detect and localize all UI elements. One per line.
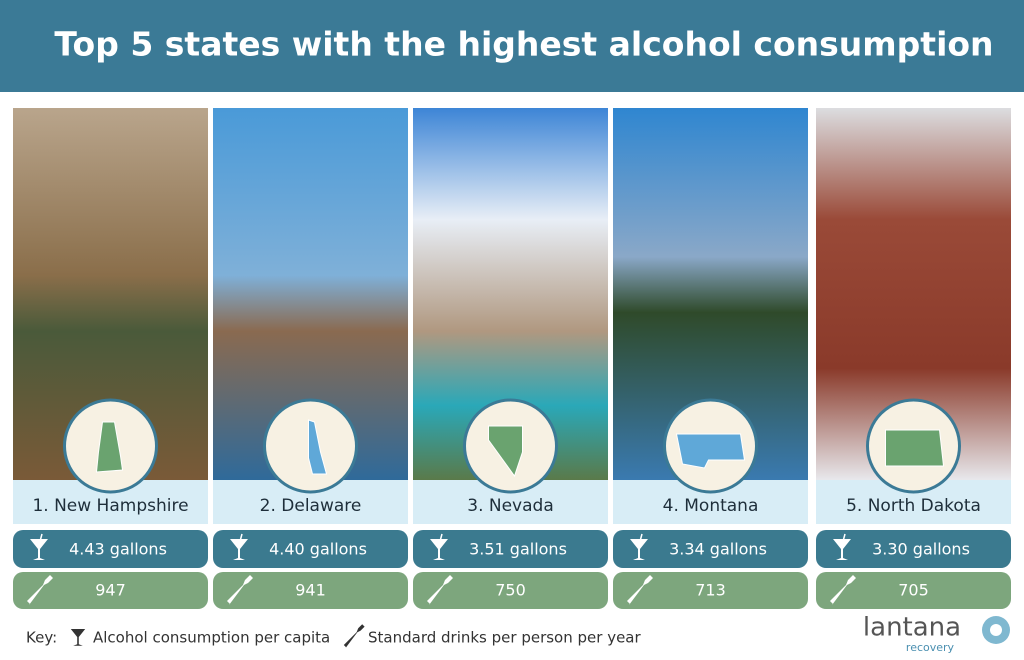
- logo-name: lantana: [863, 613, 961, 643]
- state-shape: [885, 429, 945, 467]
- gallons: 4.40 gallons: [269, 540, 367, 559]
- bottle-icon: [343, 624, 365, 649]
- state-card: 5. North Dakota 3.30 gallons 705: [816, 108, 1011, 609]
- drinks: 750: [495, 581, 526, 600]
- drinks-pill: [13, 572, 208, 609]
- key: Key: Alcohol consumption per capita Stan…: [26, 624, 641, 649]
- state-card: 2. Delaware 4.40 gallons 941: [213, 108, 408, 609]
- state-shape: [95, 421, 124, 473]
- logo-sub: recovery: [906, 641, 955, 654]
- gallons: 4.43 gallons: [69, 540, 167, 559]
- key-title: Key:: [26, 629, 57, 647]
- state-label: 2. Delaware: [260, 496, 362, 516]
- drinks-pill: [816, 572, 1011, 609]
- state-label: 5. North Dakota: [846, 496, 981, 516]
- gallons-pill: [613, 530, 808, 568]
- state-label: 4. Montana: [663, 496, 759, 516]
- drinks-pill: [213, 572, 408, 609]
- state-shape: [675, 433, 746, 469]
- state-card: 3. Nevada 3.51 gallons 750: [413, 108, 608, 609]
- title: Top 5 states with the highest alcohol co…: [54, 25, 993, 64]
- gallons-pill: [816, 530, 1011, 568]
- gallons: 3.34 gallons: [669, 540, 767, 559]
- gallons: 3.30 gallons: [872, 540, 970, 559]
- drinks: 947: [95, 581, 126, 600]
- gallons-pill: [13, 530, 208, 568]
- drinks-pill: [413, 572, 608, 609]
- drinks: 705: [898, 581, 929, 600]
- cards: 1. New Hampshire 4.43 gallons 947 2. Delawa…: [13, 108, 1011, 609]
- gallons-pill: [413, 530, 608, 568]
- state-label: 3. Nevada: [467, 496, 554, 516]
- gallons: 3.51 gallons: [469, 540, 567, 559]
- state-card: 1. New Hampshire 4.43 gallons 947: [13, 108, 208, 609]
- key-drinks: Standard drinks per person per year: [368, 629, 641, 647]
- logo: lantana recovery: [863, 613, 1010, 654]
- drinks-pill: [613, 572, 808, 609]
- gallons-pill: [213, 530, 408, 568]
- state-label: 1. New Hampshire: [32, 496, 188, 516]
- state-card: 4. Montana 3.34 gallons 713: [613, 108, 808, 609]
- state-shape: [308, 419, 328, 475]
- drinks: 713: [695, 581, 726, 600]
- header-band: [0, 0, 1024, 92]
- drinks: 941: [295, 581, 326, 600]
- key-gallons: Alcohol consumption per capita: [93, 629, 330, 647]
- state-shape: [488, 425, 523, 478]
- logo-mark-center: [990, 624, 1002, 636]
- glass-icon: [70, 629, 86, 646]
